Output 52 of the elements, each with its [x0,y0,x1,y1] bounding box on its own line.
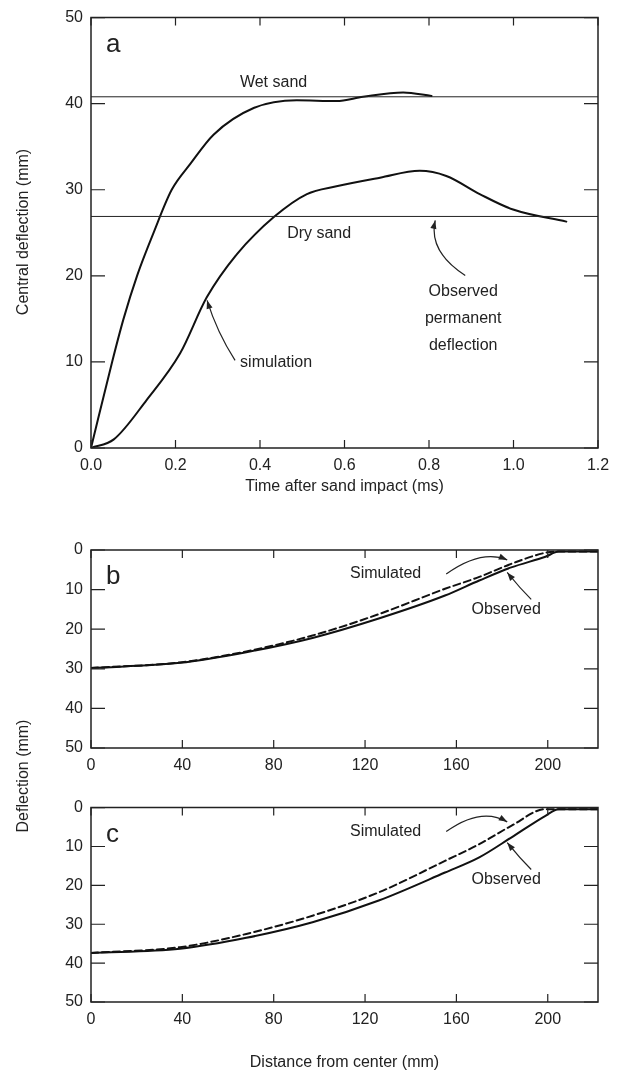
series-label: Observed [471,599,541,617]
series-label: Observed [471,869,541,887]
y-tick-label: 50 [65,738,84,756]
y-tick-label: 10 [65,352,84,370]
y-tick-label: 40 [65,94,84,112]
y-axis-title: Deflection (mm) [14,719,32,833]
y-tick-label: 0 [74,540,84,558]
x-tick-label: 1.2 [586,456,610,474]
x-tick-label: 200 [534,1010,562,1028]
y-tick-label: 50 [65,992,84,1010]
y-tick-label: 30 [65,914,84,932]
annotation: simulation [240,352,313,370]
annotation: c [106,817,119,848]
y-tick-label: 50 [65,8,84,26]
x-tick-label: 80 [264,756,283,774]
x-axis-title: Distance from center (mm) [249,1052,440,1070]
y-tick-label: 0 [74,438,84,456]
x-tick-label: 0.0 [79,456,103,474]
x-tick-label: 0 [86,1010,96,1028]
x-tick-label: 0 [86,756,96,774]
y-tick-label: 30 [65,659,84,677]
y-axis-title: Central deflection (mm) [14,148,32,316]
x-tick-label: 80 [264,1010,283,1028]
y-tick-label: 40 [65,698,84,716]
y-tick-label: 0 [74,798,84,816]
y-tick-label: 10 [65,836,84,854]
y-tick-label: 40 [65,953,84,971]
ref-line-label: Wet sand [239,73,308,91]
x-tick-label: 40 [173,1010,192,1028]
x-tick-label: 120 [351,756,379,774]
annotation: b [106,560,121,591]
x-tick-label: 160 [443,756,470,774]
annotation: a [106,27,121,58]
series-label: Simulated [350,822,422,840]
x-tick-label: 0.6 [333,456,356,474]
annotation: Observed permanent deflection [424,281,503,353]
y-tick-label: 20 [65,266,84,284]
y-tick-label: 30 [65,180,84,198]
series-label: Simulated [350,564,422,582]
y-tick-label: 20 [65,619,84,637]
x-tick-label: 40 [173,756,192,774]
x-tick-label: 1.0 [502,456,525,474]
x-tick-label: 200 [534,756,562,774]
x-tick-label: 120 [351,1010,379,1028]
ref-line-label: Dry sand [287,223,352,241]
x-tick-label: 160 [443,1010,470,1028]
x-tick-label: 0.4 [248,456,272,474]
y-tick-label: 20 [65,875,84,893]
y-tick-label: 10 [65,580,84,598]
x-tick-label: 0.8 [417,456,441,474]
x-tick-label: 0.2 [164,456,187,474]
x-axis-title: Time after sand impact (ms) [245,476,444,494]
